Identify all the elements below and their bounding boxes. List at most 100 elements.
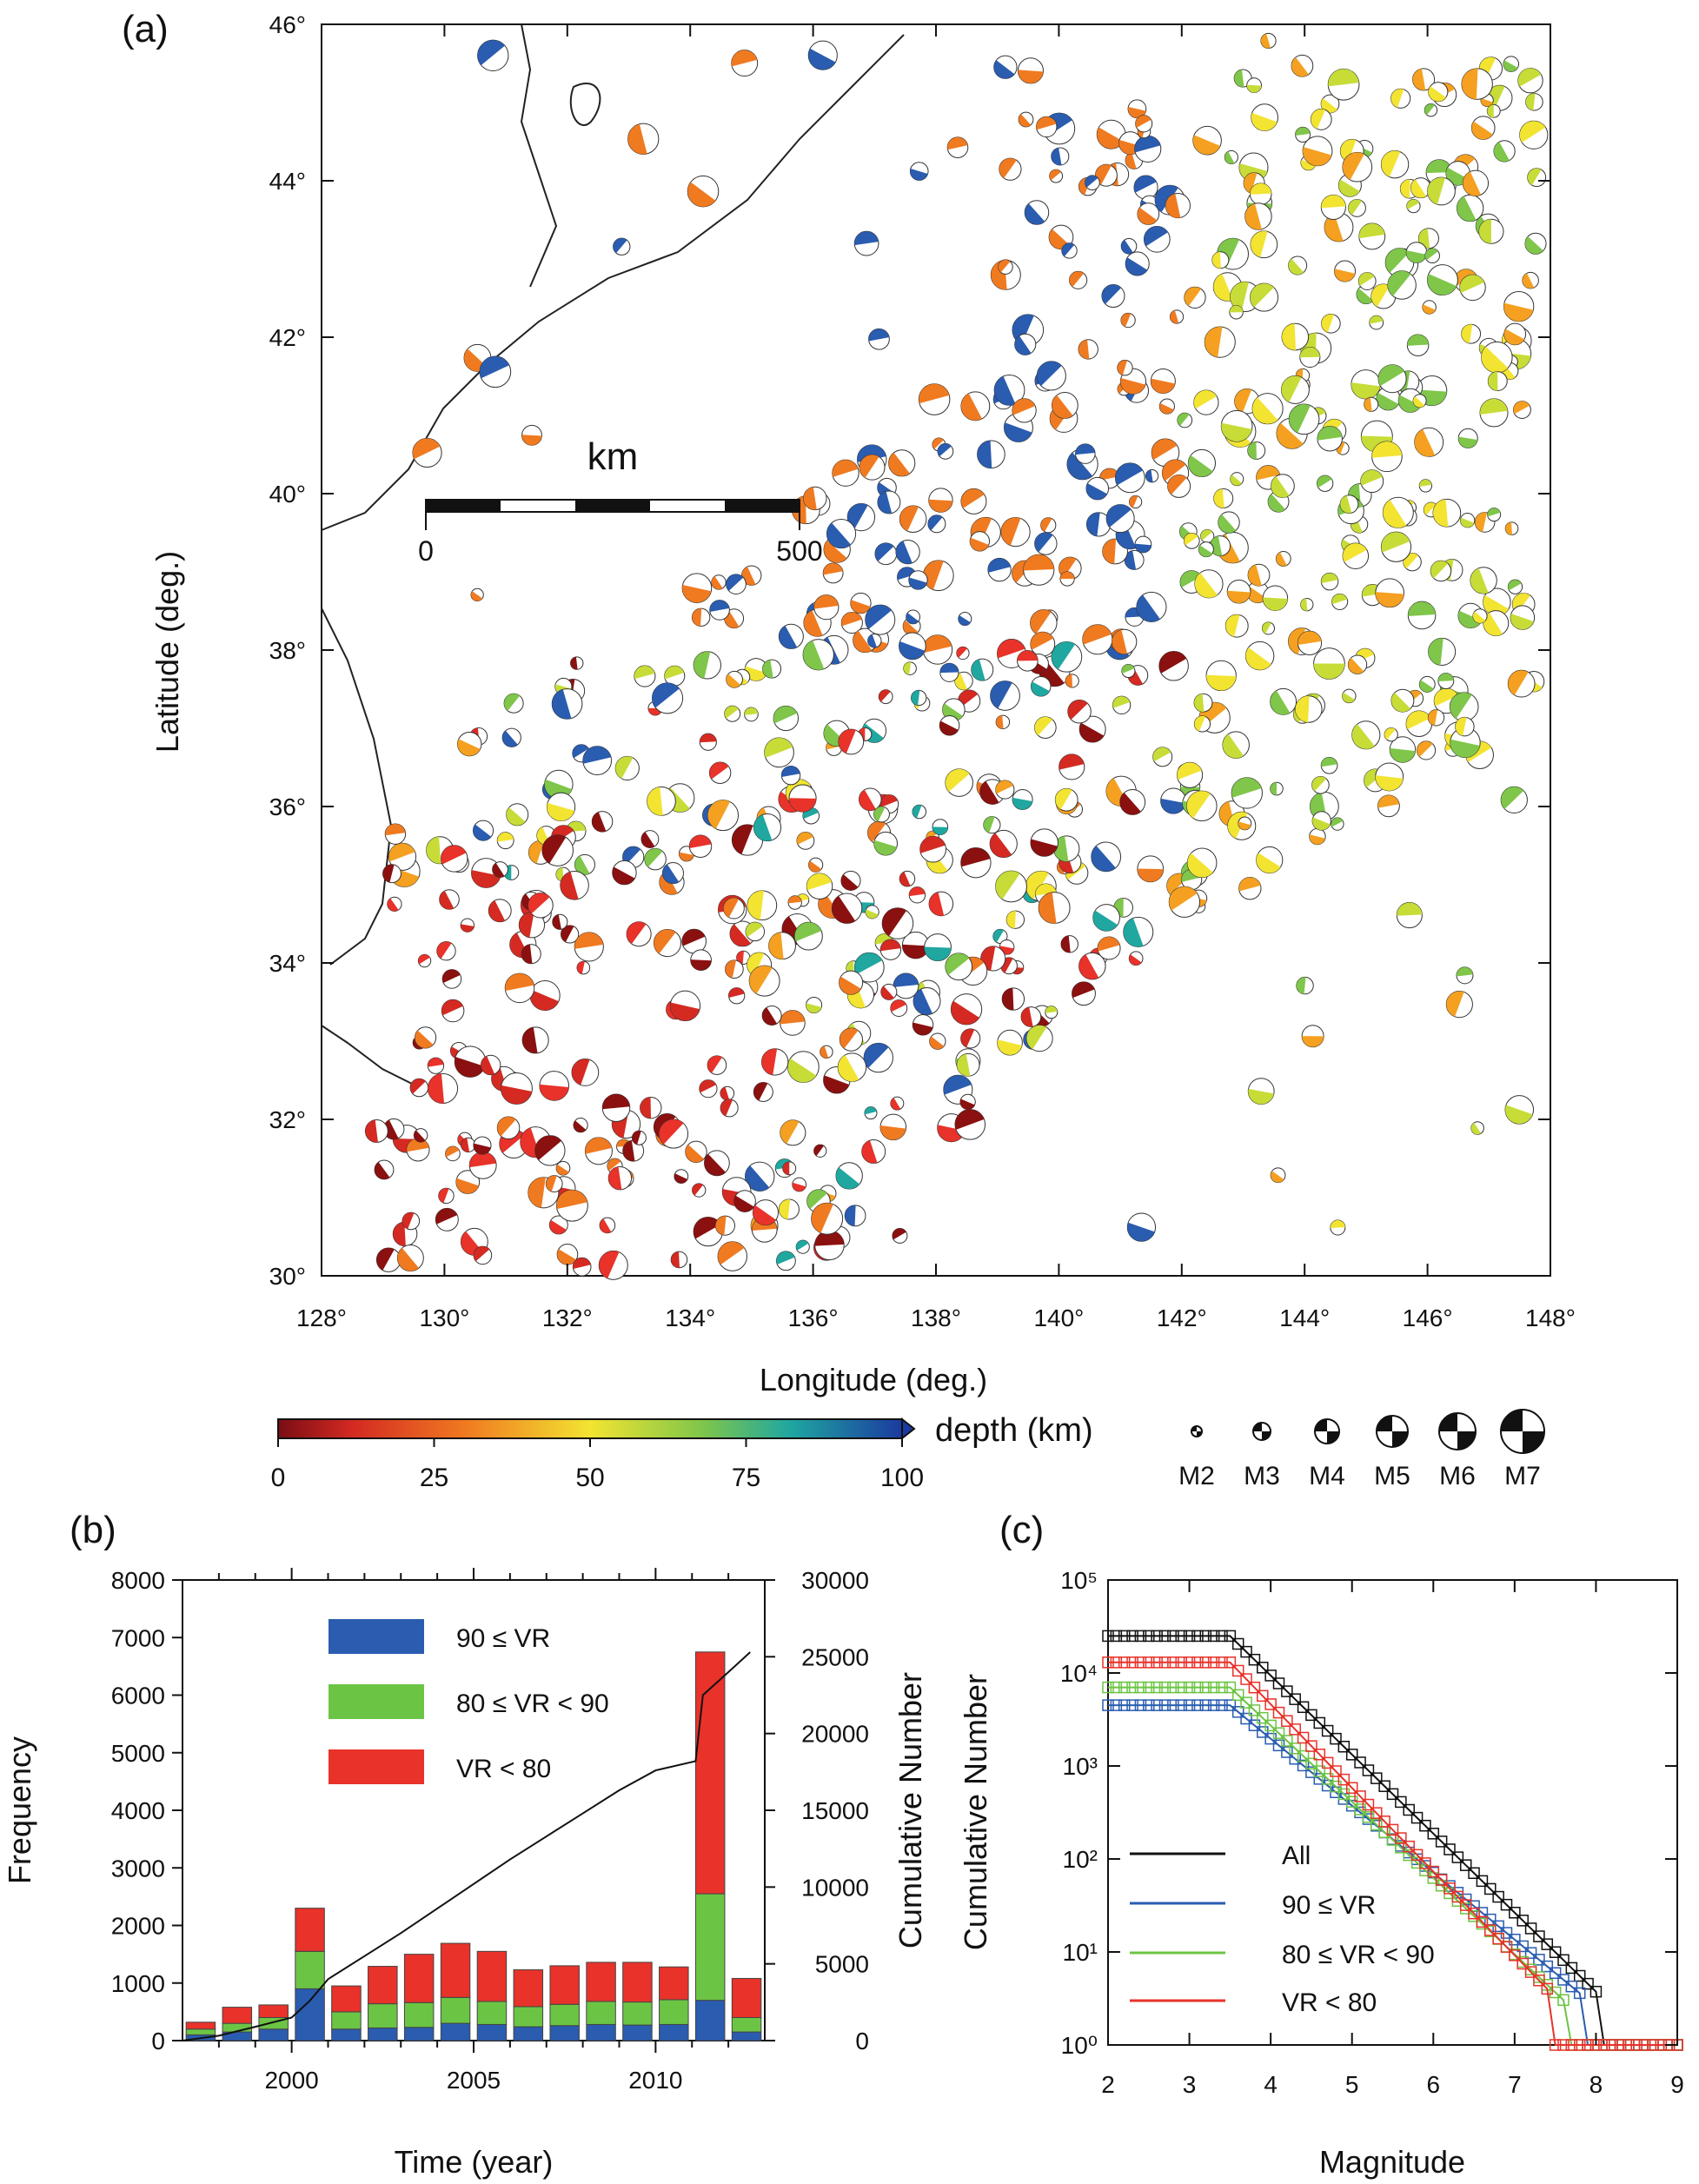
- gr-point: [1427, 1865, 1440, 1878]
- focal-mechanism: [613, 237, 631, 256]
- gr-legend-vr90: 90 ≤ VR: [1282, 1891, 1376, 1920]
- focal-mechanism: [998, 259, 1013, 275]
- panel-a: (a) km 0 500 128° 130° 132° 134° 136° 138° 140…: [122, 8, 1576, 1492]
- gr-point: [1118, 1699, 1131, 1711]
- focal-mechanism: [504, 973, 535, 1004]
- focal-mechanism: [1281, 322, 1310, 351]
- focal-mechanism: [778, 623, 804, 649]
- panel-c: (c) 2 3 4 5 6 7 8 9 10⁰ 10¹ 10² 10³ 10⁴ 10⁵ All 90 ≤ …: [958, 1509, 1684, 2180]
- focal-mechanism: [1169, 309, 1185, 324]
- focal-mechanism: [1048, 224, 1074, 250]
- focal-mechanism: [822, 562, 844, 584]
- gr-ylabel: Cumulative Number: [958, 1674, 993, 1950]
- hist-bar: [694, 2000, 726, 2041]
- gr-point: [1410, 1856, 1424, 1869]
- gr-point: [1573, 1969, 1586, 1982]
- gr-point: [1126, 1630, 1138, 1643]
- depth-colorbar: 0 25 50 75 100 depth (km): [271, 1412, 1093, 1492]
- focal-mechanism: [427, 1057, 445, 1074]
- hist-bar: [731, 2031, 762, 2041]
- focal-mechanism: [714, 1215, 735, 1236]
- gr-frame: [1107, 1579, 1678, 2046]
- focal-mechanism: [1193, 693, 1213, 713]
- focal-mechanism: [1014, 333, 1037, 355]
- focal-mechanism: [1133, 175, 1158, 200]
- focal-mechanism: [1151, 438, 1180, 468]
- focal-mechanism: [720, 1085, 735, 1101]
- gr-point: [1524, 1922, 1537, 1935]
- focal-mechanism: [1470, 567, 1497, 594]
- focal-mechanism: [1137, 855, 1165, 883]
- focal-mechanism: [908, 570, 928, 590]
- gr-point: [1533, 1954, 1545, 1966]
- focal-mechanism: [840, 870, 861, 891]
- focal-mechanism: [473, 1245, 493, 1265]
- focal-mechanism: [584, 1137, 613, 1165]
- legend-label-vr80: 80 ≤ VR < 90: [456, 1689, 609, 1718]
- focal-mechanism: [861, 1139, 886, 1164]
- focal-mechanism: [1012, 398, 1037, 423]
- gr-point: [1484, 1882, 1497, 1895]
- focal-mechanism: [1125, 251, 1150, 276]
- focal-mechanism: [911, 689, 927, 707]
- map-xtick-label: 134°: [665, 1304, 715, 1331]
- map-ytick-label: 34°: [269, 950, 306, 977]
- focal-mechanism: [802, 639, 834, 671]
- focal-mechanism: [838, 728, 865, 755]
- focal-mechanism: [1065, 674, 1079, 688]
- focal-mechanism: [844, 1205, 866, 1227]
- focal-mechanism: [937, 443, 954, 460]
- focal-mechanism: [814, 1230, 845, 1261]
- focal-mechanism: [539, 1071, 570, 1101]
- focal-mechanism: [1249, 282, 1279, 312]
- focal-mechanism: [892, 1227, 908, 1244]
- focal-mechanism: [1483, 610, 1510, 637]
- gr-point: [1386, 1823, 1399, 1836]
- gr-point: [1330, 1732, 1342, 1745]
- gr-point: [1134, 1699, 1147, 1711]
- gr-point: [1134, 1681, 1147, 1694]
- focal-mechanism: [413, 1128, 428, 1143]
- focal-mechanism: [441, 999, 465, 1023]
- focal-mechanism: [881, 907, 914, 939]
- focal-mechanism: [1310, 109, 1332, 130]
- focal-mechanism: [733, 1190, 756, 1212]
- focal-mechanism: [744, 707, 759, 722]
- focal-mechanism: [960, 488, 987, 514]
- focal-mechanism: [1247, 441, 1266, 460]
- gr-point: [1175, 1699, 1187, 1711]
- hist-xlabel: Time (year): [395, 2144, 554, 2180]
- focal-mechanism: [1200, 528, 1215, 544]
- focal-mechanism: [924, 933, 952, 961]
- gr-point: [1224, 1630, 1237, 1643]
- magnitude-label: M5: [1374, 1462, 1410, 1490]
- focal-mechanism: [576, 960, 591, 975]
- focal-mechanism: [480, 1054, 501, 1076]
- focal-mechanism: [1054, 787, 1078, 812]
- hist-bar: [368, 2003, 398, 2028]
- gr-point: [1492, 1932, 1504, 1945]
- hist-legend: 90 ≤ VR 80 ≤ VR < 90 VR < 80: [329, 1619, 609, 1784]
- focal-mechanism: [1483, 587, 1511, 617]
- gr-point: [1143, 1656, 1155, 1669]
- focal-mechanism: [1211, 251, 1230, 269]
- focal-mechanism: [1160, 787, 1187, 814]
- focal-mechanism: [1018, 111, 1034, 128]
- focal-mechanism: [1324, 212, 1354, 242]
- focal-mechanism: [1222, 731, 1250, 759]
- focal-mechanism: [1005, 910, 1025, 929]
- focal-mechanism: [1137, 202, 1160, 225]
- focal-mechanism: [906, 609, 920, 625]
- focal-mechanism: [1330, 1219, 1346, 1236]
- gr-legend-all: All: [1282, 1842, 1311, 1870]
- focal-mechanism: [601, 1093, 631, 1123]
- focal-mechanism: [1503, 322, 1527, 346]
- gr-point: [1516, 1957, 1529, 1970]
- focal-mechanism: [959, 1093, 976, 1111]
- gr-point: [1647, 2039, 1659, 2051]
- gr-point: [1330, 1780, 1342, 1793]
- focal-mechanism: [1432, 498, 1462, 528]
- focal-mechanism: [496, 1116, 521, 1140]
- focal-mechanism: [461, 1137, 476, 1153]
- focal-mechanism: [545, 1175, 563, 1192]
